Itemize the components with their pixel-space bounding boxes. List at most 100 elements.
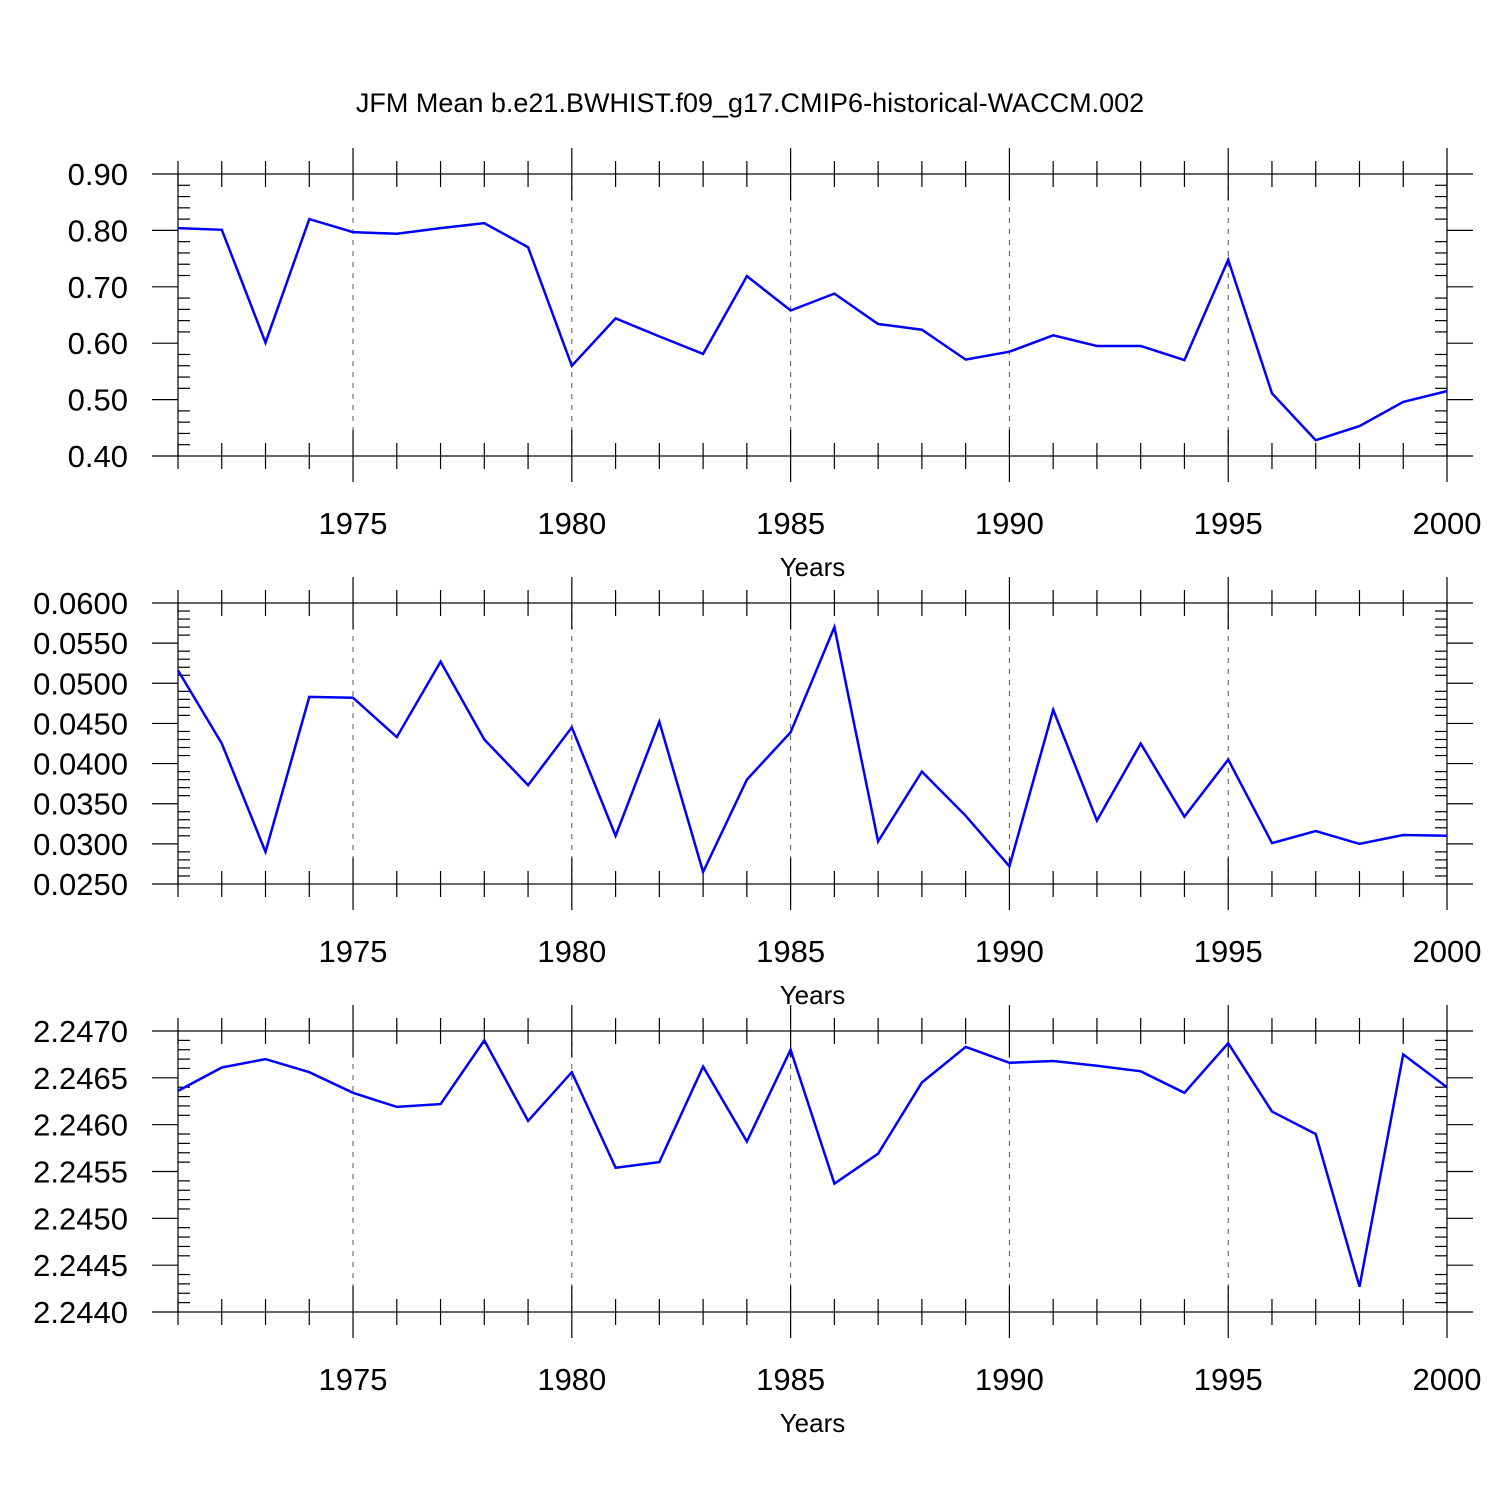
chart-panel-3: 2.2440 2.2445 2.2450 2.2455 2.2460 2.2465 2.24… — [33, 1005, 1482, 1438]
data-point-1976 — [395, 232, 399, 236]
y-tick-label: 0.50 — [68, 383, 128, 418]
data-point-1984 — [745, 274, 749, 278]
data-point-1979 — [526, 1119, 530, 1123]
data-point-1981 — [614, 1166, 618, 1170]
data-point-1994 — [1182, 358, 1186, 362]
data-point-1977 — [439, 226, 443, 230]
data-point-1997 — [1314, 438, 1318, 442]
data-point-1972 — [220, 742, 224, 746]
chart-panel-2: 0.0250 0.0300 0.0350 0.0400 0.0450 0.0500 0.05… — [5, 577, 1481, 1010]
data-point-1989 — [964, 814, 968, 818]
data-point-1992 — [1095, 344, 1099, 348]
plot-frame — [177, 602, 1448, 885]
data-point-1986 — [832, 1182, 836, 1186]
data-point-1991 — [1051, 1059, 1055, 1063]
data-point-1990 — [1007, 350, 1011, 354]
y-tick-label: 0.0550 — [33, 626, 128, 661]
x-tick-label-1990: 1990 — [975, 934, 1044, 969]
y-tick-label: 0.40 — [68, 439, 128, 474]
data-point-1974 — [307, 1070, 311, 1074]
data-point-1977 — [439, 660, 443, 664]
x-tick-label-1995: 1995 — [1194, 506, 1263, 541]
data-point-1978 — [482, 737, 486, 741]
chart-panel-1: 0.40 0.50 0.60 0.70 0.80 0.90 1975 1980 1985 1990… — [5, 148, 1482, 582]
data-point-1982 — [657, 334, 661, 338]
y-axis-title-text: Sib Ice Volume 10 — [18, 239, 48, 449]
data-point-1989 — [964, 1045, 968, 1049]
x-axis-title: Years — [780, 980, 846, 1010]
data-point-1995 — [1226, 1041, 1230, 1045]
data-point-1982 — [657, 1160, 661, 1164]
x-tick-label-1995: 1995 — [1194, 934, 1263, 969]
series-line — [177, 1038, 1448, 1288]
data-point-1983 — [701, 1065, 705, 1069]
data-point-2000 — [1445, 834, 1449, 838]
data-point-1973 — [264, 1057, 268, 1061]
data-point-1977 — [439, 1102, 443, 1106]
chart-title: JFM Mean b.e21.BWHIST.f09_g17.CMIP6-hist… — [356, 88, 1144, 118]
x-tick-label-1985: 1985 — [756, 1362, 825, 1397]
x-tick-label-1990: 1990 — [975, 1362, 1044, 1397]
data-point-1975 — [351, 696, 355, 700]
y-axis-title-exponent: 13 — [16, 633, 35, 652]
x-tick-label-1985: 1985 — [756, 934, 825, 969]
x-tick-label-2000: 2000 — [1413, 506, 1482, 541]
x-tick-label-1975: 1975 — [319, 934, 388, 969]
x-tick-label-1980: 1980 — [537, 934, 606, 969]
y-tick-label: 2.2455 — [33, 1155, 128, 1190]
data-point-1997 — [1314, 1132, 1318, 1136]
data-point-1976 — [395, 735, 399, 739]
data-point-1993 — [1139, 1069, 1143, 1073]
data-point-1971 — [176, 1089, 180, 1093]
data-point-1980 — [570, 725, 574, 729]
data-point-1993 — [1139, 742, 1143, 746]
y-tick-label: 2.2460 — [33, 1108, 128, 1143]
data-point-1987 — [876, 322, 880, 326]
data-point-2000 — [1445, 389, 1449, 393]
x-tick-label-1980: 1980 — [537, 506, 606, 541]
data-point-1973 — [264, 341, 268, 345]
y-axis-title-exponent: 13 — [16, 220, 35, 239]
data-point-1991 — [1051, 333, 1055, 337]
x-tick-label-2000: 2000 — [1413, 1362, 1482, 1397]
data-point-1971 — [176, 226, 180, 230]
data-point-1972 — [220, 228, 224, 232]
data-point-1991 — [1051, 708, 1055, 712]
data-point-1984 — [745, 778, 749, 782]
data-point-1973 — [264, 850, 268, 854]
y-tick-label: 0.0400 — [33, 747, 128, 782]
y-tick-label: 2.2450 — [33, 1201, 128, 1236]
panels-group: 0.40 0.50 0.60 0.70 0.80 0.90 1975 1980 1985 1990… — [5, 148, 1482, 1438]
data-point-1995 — [1226, 758, 1230, 762]
y-tick-label: 2.2465 — [33, 1061, 128, 1096]
data-point-1990 — [1007, 1061, 1011, 1065]
x-tick-label-1995: 1995 — [1194, 1362, 1263, 1397]
data-point-1988 — [920, 1081, 924, 1085]
y-tick-label: 0.0600 — [33, 586, 128, 621]
data-point-1993 — [1139, 344, 1143, 348]
x-tick-label-1990: 1990 — [975, 506, 1044, 541]
y-axis-title-exponent: 3 — [5, 595, 24, 604]
y-axis-title-exponent: 3 — [5, 182, 24, 191]
data-point-1988 — [920, 328, 924, 332]
y-tick-label: 0.80 — [68, 213, 128, 248]
data-point-1999 — [1401, 1052, 1405, 1056]
data-point-1985 — [789, 308, 793, 312]
data-point-1994 — [1182, 1091, 1186, 1095]
y-tick-label: 0.70 — [68, 270, 128, 305]
data-point-1996 — [1270, 391, 1274, 395]
y-tick-label: 2.2440 — [33, 1295, 128, 1330]
data-point-1995 — [1226, 258, 1230, 262]
data-point-2000 — [1445, 1085, 1449, 1089]
data-point-1981 — [614, 834, 618, 838]
data-point-1999 — [1401, 833, 1405, 837]
data-point-1997 — [1314, 829, 1318, 833]
data-point-1986 — [832, 625, 836, 629]
y-tick-label: 0.60 — [68, 326, 128, 361]
y-tick-label: 2.2470 — [33, 1014, 128, 1049]
data-point-1985 — [789, 1048, 793, 1052]
data-point-1985 — [789, 730, 793, 734]
data-point-1986 — [832, 292, 836, 296]
series-line — [177, 217, 1448, 442]
